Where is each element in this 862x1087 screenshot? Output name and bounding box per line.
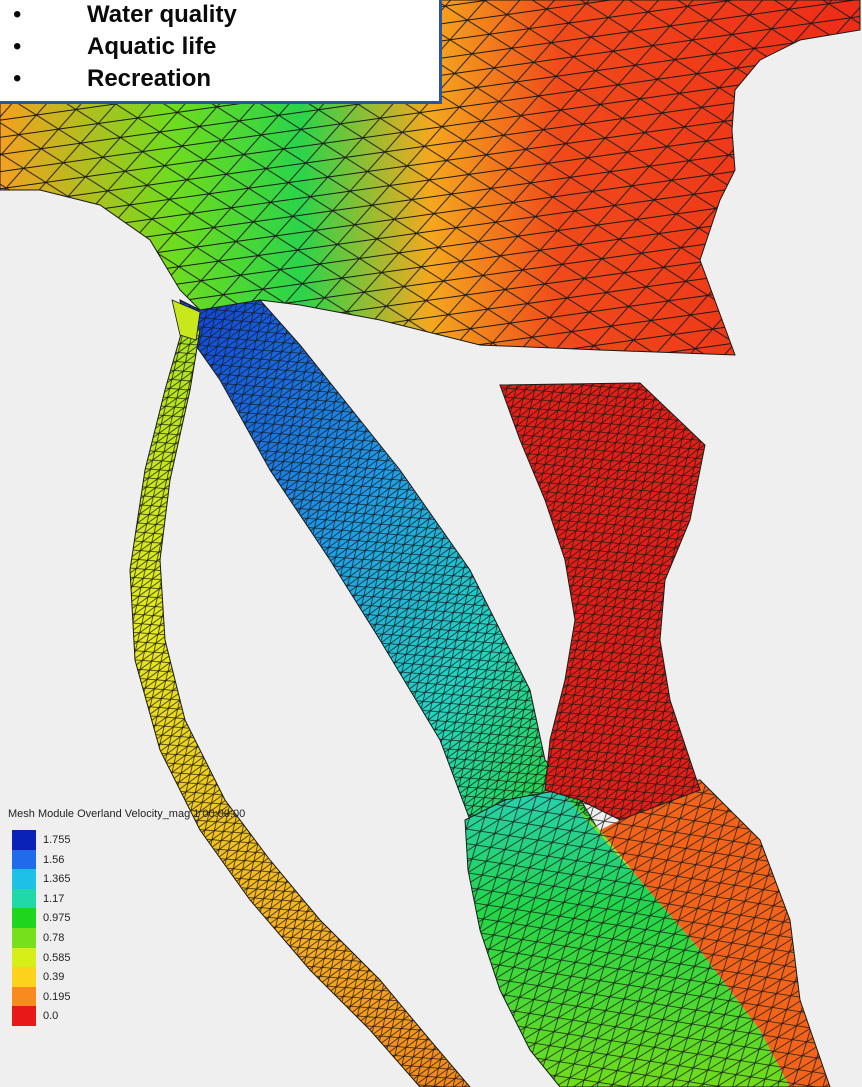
legend-swatch	[12, 986, 36, 1007]
bullet-text: Recreation	[87, 65, 212, 92]
bullet-item-water-quality: • Water quality	[13, 0, 237, 31]
legend-swatch	[12, 830, 36, 850]
legend-label: 0.195	[43, 990, 71, 1003]
legend-label: 0.39	[43, 971, 65, 984]
legend-label: 0.78	[43, 931, 65, 944]
legend-label: 1.365	[43, 873, 71, 886]
bullet-dot-icon: •	[13, 1, 22, 28]
callout-box: • Water quality • Aquatic life • Recreat…	[0, 0, 442, 104]
left-side-channel-region	[129, 319, 471, 1087]
lower-channel-region	[464, 779, 831, 1087]
legend-swatch	[12, 908, 36, 928]
legend-label: 0.585	[43, 951, 71, 964]
legend-label: 1.56	[43, 853, 65, 866]
bullet-text: Water quality	[87, 1, 237, 28]
callout-bullet-list: • Water quality • Aquatic life • Recreat…	[13, 0, 237, 95]
legend-swatch	[12, 888, 36, 909]
legend-swatch	[12, 967, 36, 987]
legend-label: 1.755	[43, 834, 71, 846]
bullet-text: Aquatic life	[87, 33, 217, 60]
legend-label: 1.17	[43, 892, 65, 905]
bullet-item-recreation: • Recreation	[13, 63, 237, 95]
bullet-item-aquatic-life: • Aquatic life	[13, 31, 237, 63]
legend-swatch	[12, 927, 36, 948]
bullet-dot-icon: •	[13, 65, 22, 92]
bullet-dot-icon: •	[13, 33, 22, 60]
legend-swatch	[12, 1006, 36, 1026]
legend-swatch	[12, 869, 36, 889]
right-red-region	[499, 382, 706, 821]
junction-dense-mesh	[171, 299, 201, 341]
legend-swatch	[12, 849, 36, 870]
legend-swatch	[12, 947, 36, 968]
color-legend: Mesh Module Overland Velocity_mag 1 00:0…	[8, 808, 368, 1078]
legend-label: 0.0	[43, 1010, 59, 1023]
legend-label: 0.975	[43, 912, 71, 925]
legend-title: Mesh Module Overland Velocity_mag 1 00:0…	[8, 808, 246, 820]
